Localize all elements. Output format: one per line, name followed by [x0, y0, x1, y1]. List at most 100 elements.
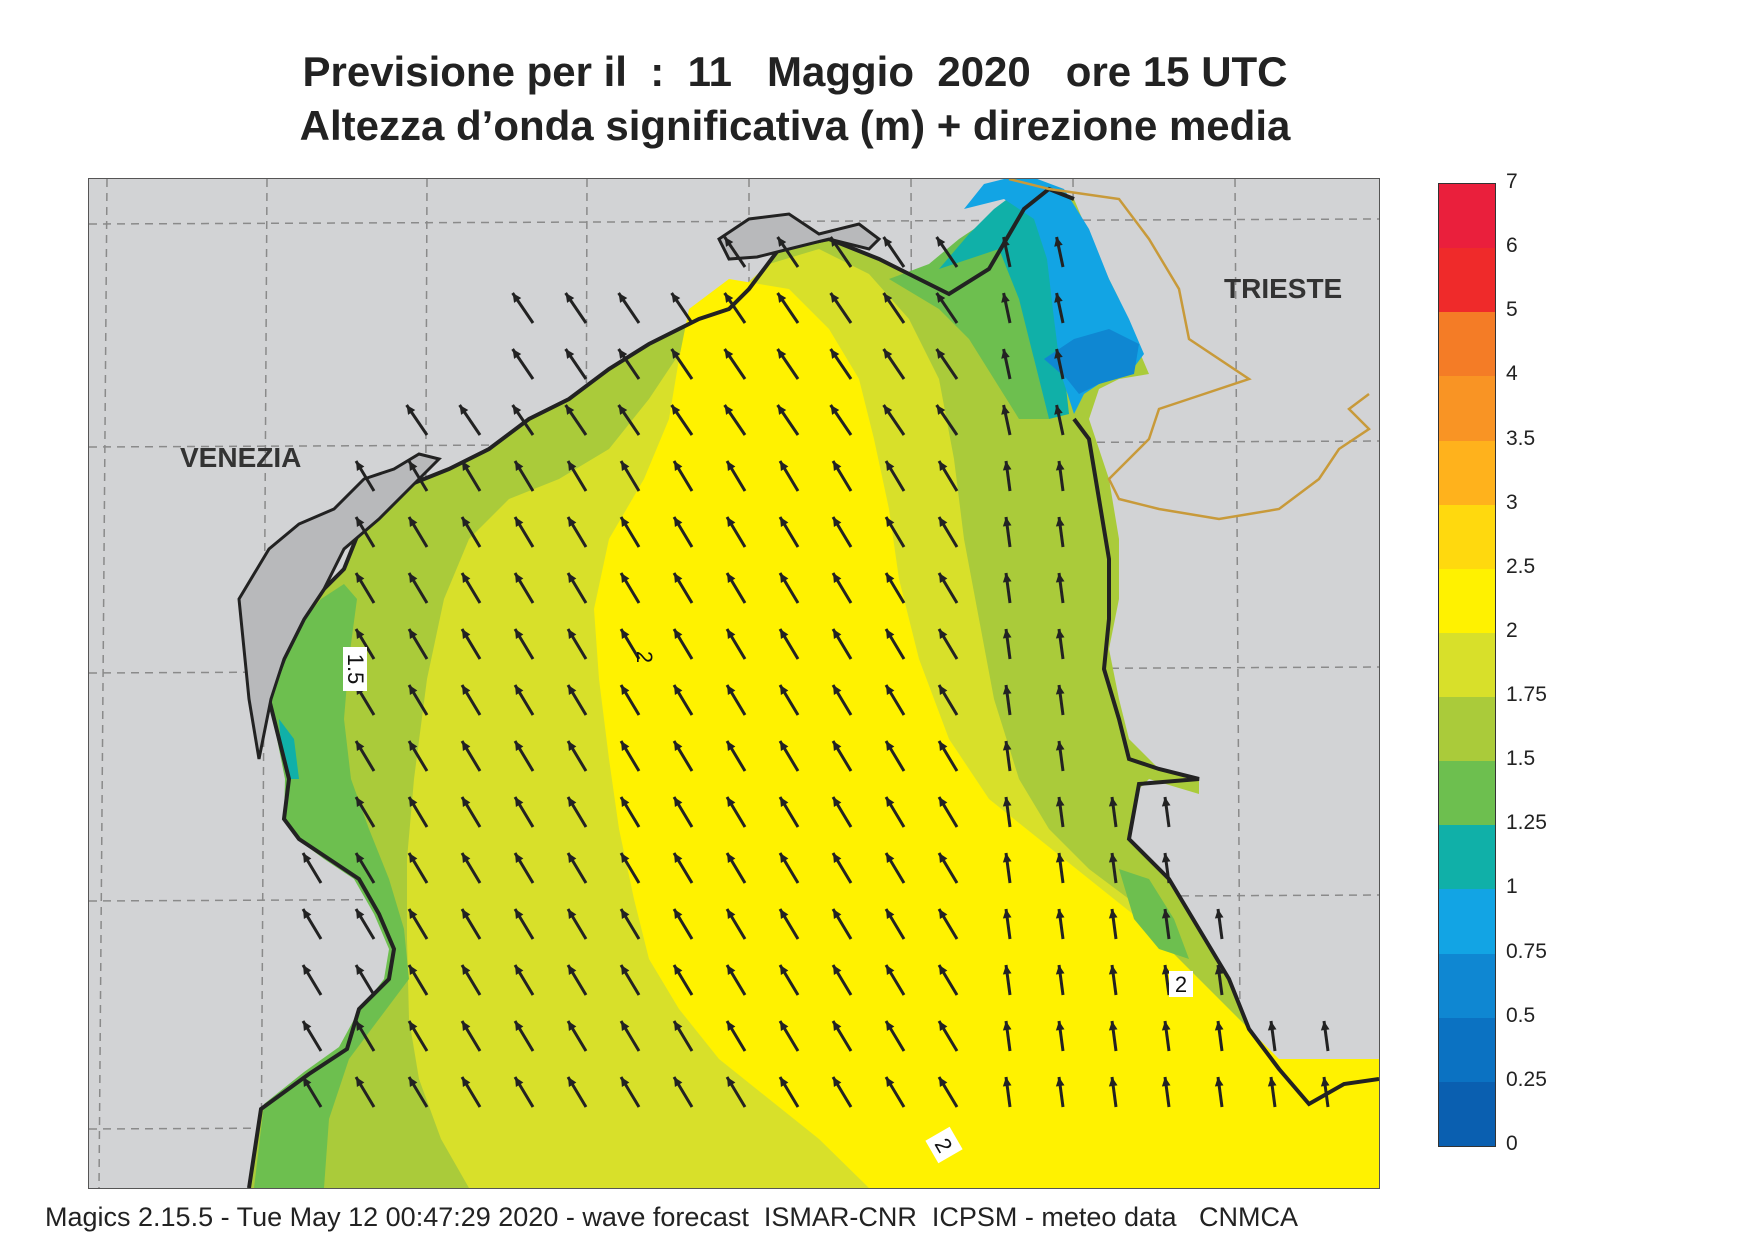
arrow-head [1001, 237, 1010, 247]
arrow-head [409, 741, 418, 751]
legend-band [1439, 1081, 1495, 1146]
arrow-head [886, 1021, 895, 1031]
legend-label: 0 [1506, 1132, 1518, 1155]
arrow-head [780, 853, 789, 863]
arrow-head [939, 573, 948, 583]
arrow-head [621, 1021, 630, 1031]
arrow-head [356, 797, 365, 807]
contour-label-2-center: 2 [632, 651, 657, 663]
northern-lagoon [717, 212, 882, 261]
color-legend [1438, 183, 1496, 1147]
legend-band [1439, 824, 1495, 890]
arrow-head [515, 909, 524, 919]
legend-band [1439, 953, 1495, 1018]
arrow-head [356, 965, 365, 975]
legend-label: 4 [1506, 362, 1518, 386]
arrow-head [621, 573, 630, 583]
arrow-head [512, 405, 522, 415]
contour-label-text: 1.5 [343, 654, 368, 685]
arrow-head [1214, 1021, 1224, 1031]
arrow-head [621, 797, 630, 807]
legend-band [1439, 632, 1495, 698]
arrow-head [568, 909, 577, 919]
map-title: Previsione per il : 11 Maggio 2020 ore 1… [302, 48, 1288, 95]
wave-band-1-east [939, 194, 1069, 419]
arrow-head [1055, 909, 1065, 919]
arrow-head [512, 349, 522, 359]
arrow-head [1002, 909, 1012, 919]
arrow-head [462, 797, 471, 807]
arrow-head [1108, 853, 1118, 863]
arrow-head [1002, 965, 1012, 975]
arrow-head [568, 965, 577, 975]
arrow-head [409, 461, 418, 471]
arrow-head [727, 1021, 736, 1031]
wave-height-map: 1.5 2 2 2 [88, 178, 1380, 1189]
arrow-head [1055, 1077, 1065, 1087]
arrow-head [674, 741, 683, 751]
arrow-head [936, 293, 946, 303]
wave-band-1.25-southeast [1119, 869, 1189, 959]
arrow-head [833, 1021, 842, 1031]
arrow-head [462, 741, 471, 751]
arrow-head [1108, 1021, 1118, 1031]
arrow-head [830, 405, 840, 415]
coastline-east [1072, 417, 1379, 1107]
arrow-head [1054, 405, 1063, 415]
arrow-head [674, 797, 683, 807]
arrow-head [1214, 965, 1224, 975]
arrow-head [727, 1077, 736, 1087]
city-label-venezia: VENEZIA [180, 442, 302, 473]
arrow-head [621, 909, 630, 919]
arrow-head [1002, 573, 1012, 583]
arrow-head [830, 349, 840, 359]
arrow-head [939, 517, 948, 527]
arrow-head [1320, 1077, 1330, 1087]
arrow-head [515, 853, 524, 863]
legend-label: 1.25 [1506, 811, 1547, 835]
arrow-head [515, 1021, 524, 1031]
arrow-head [833, 461, 842, 471]
arrow-head [356, 741, 365, 751]
arrow-head [1055, 741, 1065, 751]
arrow-head [780, 797, 789, 807]
arrow-head [1108, 909, 1118, 919]
contour-label-1.5: 1.5 [343, 647, 368, 691]
arrow-head [1161, 965, 1171, 975]
arrow-head [780, 573, 789, 583]
arrow-head [515, 797, 524, 807]
arrow-head [674, 517, 683, 527]
arrow-head [303, 1077, 312, 1087]
arrow-head [515, 517, 524, 527]
arrow-head [886, 1077, 895, 1087]
arrow-head [674, 461, 683, 471]
arrow-head [462, 909, 471, 919]
arrow-head [1002, 853, 1012, 863]
arrow-head [1055, 573, 1065, 583]
arrow-head [462, 965, 471, 975]
legend-label: 1 [1506, 875, 1518, 899]
arrow-head [727, 965, 736, 975]
arrow-head [886, 741, 895, 751]
legend-label: 6 [1506, 234, 1518, 258]
arrow-head [833, 573, 842, 583]
arrow-head [883, 237, 893, 247]
arrow-head [724, 237, 734, 247]
arrow-head [886, 965, 895, 975]
arrow-head [939, 629, 948, 639]
arrow-head [674, 685, 683, 695]
arrow-head [621, 1077, 630, 1087]
arrow-head [1001, 349, 1010, 359]
arrow-head [1002, 797, 1012, 807]
arrow-head [727, 629, 736, 639]
arrow-head [780, 741, 789, 751]
arrow-head [833, 517, 842, 527]
arrow-head [1055, 853, 1065, 863]
arrow-head [356, 1077, 365, 1087]
arrow-head [568, 629, 577, 639]
arrow-head [833, 797, 842, 807]
arrow-head [1055, 965, 1065, 975]
arrow-head [674, 1021, 683, 1031]
arrow-head [515, 965, 524, 975]
arrow-head [1002, 461, 1012, 471]
